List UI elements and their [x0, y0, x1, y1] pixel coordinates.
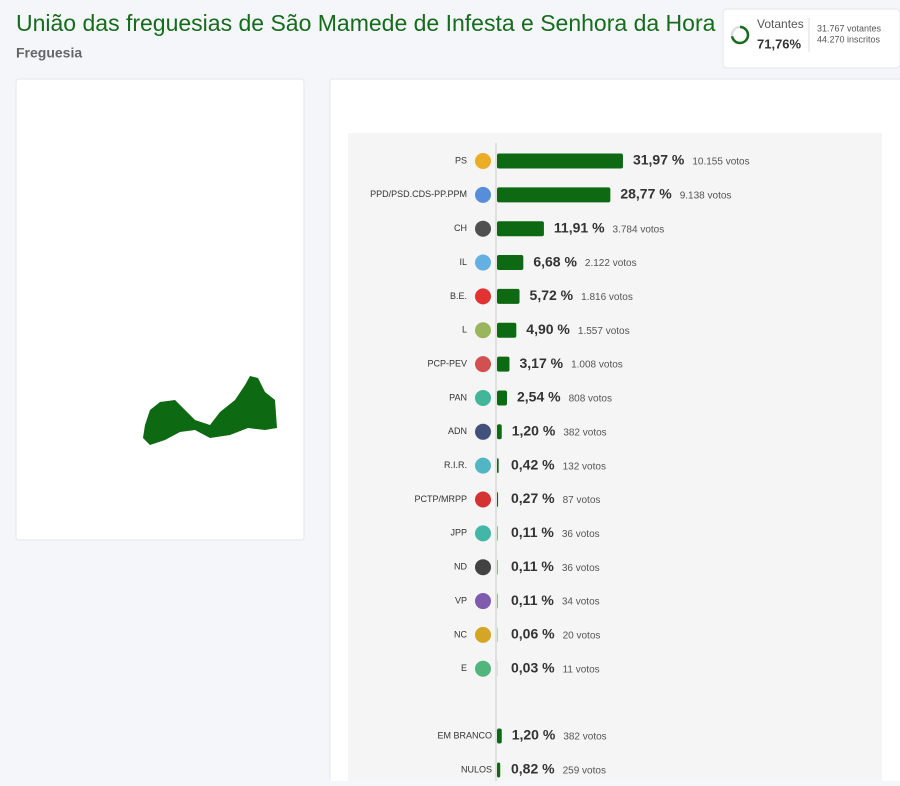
bar [497, 357, 509, 372]
party-logo [475, 458, 491, 474]
value-label: 11,91 % [554, 219, 605, 235]
value-label: 0,42 % [511, 456, 555, 472]
party-label: EM BRANCO [437, 730, 492, 740]
value-label: 1,20 % [512, 423, 556, 439]
party-logo [475, 661, 491, 677]
party-label: PCTP/MRPP [414, 494, 467, 504]
party-label: VP [455, 595, 467, 605]
vote-label: 132 votos [563, 461, 606, 472]
party-label: PPD/PSD.CDS-PP.PPM [370, 189, 467, 199]
party-label: PCP-PEV [427, 358, 467, 368]
bar [497, 323, 516, 338]
party-label: L [462, 325, 467, 335]
bar [497, 255, 523, 270]
party-label: PAN [449, 392, 467, 402]
map-card [16, 79, 304, 540]
party-logo [475, 627, 491, 643]
value-label: 6,68 % [533, 253, 577, 269]
bar [497, 154, 623, 169]
value-label: 1,20 % [512, 727, 556, 743]
bar [497, 424, 502, 439]
vote-label: 3.784 votos [613, 224, 665, 235]
vote-label: 1.008 votos [571, 360, 623, 371]
vote-label: 9.138 votos [680, 190, 732, 201]
turnout-value: 71,76% [757, 36, 802, 51]
party-logo [475, 356, 491, 372]
vote-label: 20 votos [563, 631, 601, 642]
value-label: 0,27 % [511, 490, 555, 506]
vote-label: 259 votos [563, 766, 606, 777]
party-logo [475, 221, 491, 237]
party-label: E [461, 663, 467, 673]
vote-label: 10.155 votos [692, 157, 749, 168]
bar [497, 763, 500, 778]
party-label: JPP [450, 528, 467, 538]
vote-label: 382 votos [563, 427, 606, 438]
party-logo [475, 390, 491, 406]
party-logo [475, 187, 491, 203]
party-label: CH [454, 223, 467, 233]
party-label: ADN [448, 426, 467, 436]
bar [497, 221, 544, 236]
party-logo [475, 322, 491, 338]
vote-label: 1.816 votos [581, 292, 633, 303]
value-label: 0,11 % [511, 592, 554, 608]
vote-label: 1.557 votos [578, 326, 630, 337]
party-logo [475, 492, 491, 508]
party-logo [475, 153, 491, 169]
vote-label: 382 votos [563, 732, 606, 743]
value-label: 31,97 % [633, 152, 685, 168]
bar [497, 492, 498, 507]
party-label: NC [454, 629, 467, 639]
party-logo [475, 255, 491, 271]
bar [497, 729, 502, 744]
registered: 44.270 inscritos [817, 34, 881, 44]
page-subtitle: Freguesia [16, 45, 82, 61]
value-label: 3,17 % [519, 355, 563, 371]
vote-label: 34 votos [562, 597, 600, 608]
party-label: ND [454, 562, 467, 572]
party-logo [475, 525, 491, 541]
party-label: B.E. [450, 291, 467, 301]
vote-label: 36 votos [562, 529, 600, 540]
bar [497, 458, 499, 473]
value-label: 0,11 % [511, 558, 554, 574]
party-logo [475, 593, 491, 609]
value-label: 4,90 % [526, 321, 570, 337]
party-label: R.I.R. [444, 460, 467, 470]
party-logo [475, 424, 491, 440]
party-logo [475, 288, 491, 304]
vote-label: 808 votos [569, 394, 612, 405]
vote-label: 2.122 votos [585, 258, 637, 269]
vote-label: 87 votos [563, 495, 601, 506]
party-logo [475, 559, 491, 575]
value-label: 0,82 % [511, 761, 555, 777]
party-label: PS [455, 155, 467, 165]
page-title: União das freguesias de São Mamede de In… [16, 10, 716, 36]
bar [497, 187, 610, 202]
value-label: 5,72 % [530, 287, 574, 303]
voters: 31.767 votantes [817, 23, 882, 33]
turnout-label: Votantes [757, 17, 804, 31]
party-label: IL [459, 257, 467, 267]
value-label: 2,54 % [517, 389, 561, 405]
bar [497, 390, 507, 405]
vote-label: 36 votos [562, 563, 600, 574]
value-label: 0,11 % [511, 524, 554, 540]
party-label: NULOS [461, 764, 492, 774]
value-label: 28,77 % [620, 186, 672, 202]
vote-label: 11 votos [563, 664, 600, 675]
value-label: 0,06 % [511, 626, 555, 642]
bar [497, 289, 520, 304]
value-label: 0,03 % [511, 659, 555, 675]
